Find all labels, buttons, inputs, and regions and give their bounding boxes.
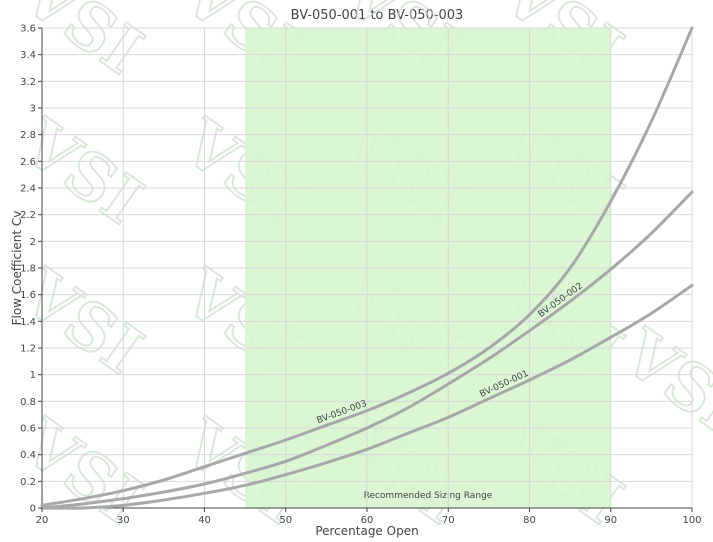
y-tick-label: 0.2 <box>20 477 36 488</box>
y-axis-title: Flow Coefficient Cv <box>10 211 24 326</box>
y-tick-label: 1.6 <box>20 290 36 301</box>
y-tick-label: 2 <box>30 237 36 248</box>
y-tick-label: 3.2 <box>20 77 36 88</box>
y-tick-label: 1.8 <box>20 264 36 275</box>
series-line-bv-050-001 <box>40 283 694 510</box>
series-line-bv-050-003 <box>40 26 694 507</box>
y-tick-label: 2.8 <box>20 130 36 141</box>
x-tick-label: 100 <box>682 515 701 526</box>
watermark-text: VSI <box>8 0 155 89</box>
y-tick-label: 0 <box>30 504 36 515</box>
y-tick-label: 0.8 <box>20 397 36 408</box>
x-tick-label: 50 <box>279 515 292 526</box>
y-tick-label: 0.4 <box>20 450 36 461</box>
y-tick-label: 3.6 <box>20 24 36 35</box>
y-tick-label: 2.2 <box>20 210 36 221</box>
x-tick-label: 40 <box>198 515 211 526</box>
chart-title: BV-050-001 to BV-050-003 <box>291 8 464 23</box>
x-tick-label: 20 <box>36 515 49 526</box>
x-tick-label: 70 <box>442 515 455 526</box>
x-tick-label: 80 <box>523 515 536 526</box>
y-tick-label: 2.4 <box>20 184 36 195</box>
x-tick-label: 30 <box>117 515 130 526</box>
y-tick-label: 2.6 <box>20 157 36 168</box>
x-tick-label: 60 <box>361 515 374 526</box>
y-tick-label: 0.6 <box>20 424 36 435</box>
y-tick-label: 1 <box>30 370 36 381</box>
band-label: Recommended Sizing Range <box>364 491 493 501</box>
y-tick-label: 1.4 <box>20 317 36 328</box>
y-tick-label: 3 <box>30 104 36 115</box>
y-tick-label: 1.2 <box>20 344 36 355</box>
x-tick-label: 90 <box>604 515 617 526</box>
x-axis-title: Percentage Open <box>315 524 418 538</box>
series-line-bv-050-002 <box>40 190 694 510</box>
y-tick-label: 3.4 <box>20 50 36 61</box>
